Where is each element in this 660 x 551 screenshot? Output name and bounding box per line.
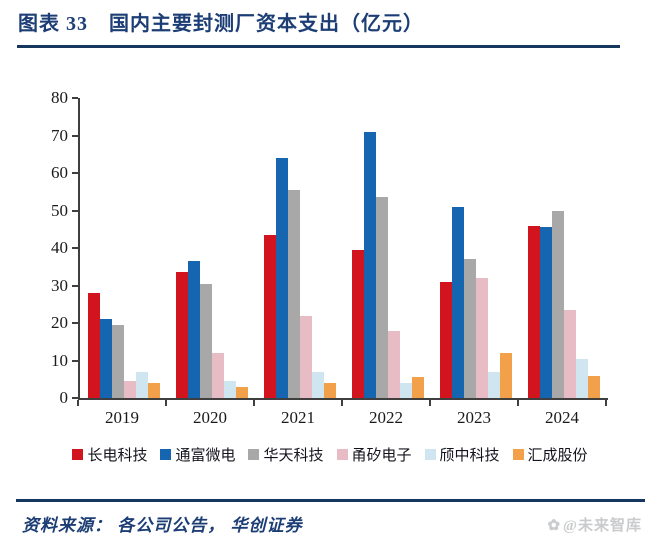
bar [500,353,512,398]
y-tick-label: 0 [59,388,69,407]
bar [464,259,476,398]
x-tick-label: 2023 [457,408,491,427]
legend-label: 甬矽电子 [351,448,412,464]
legend-item: 颀中科技 [424,444,500,465]
legend-swatch [424,449,436,460]
bar [288,189,300,398]
bar [148,383,160,398]
bar [264,234,276,398]
y-tick [72,97,78,99]
footer-divider [16,499,645,502]
bar [136,371,148,398]
legend-swatch [72,449,84,460]
legend-label: 颀中科技 [439,448,500,464]
legend-item: 汇成股份 [512,444,588,465]
bar [276,158,288,398]
bar [88,293,100,398]
y-tick [72,284,78,287]
bar [124,381,136,398]
bar [576,358,588,398]
legend-label: 长电科技 [87,448,148,464]
y-tick [72,172,78,174]
legend-swatch [512,449,524,460]
x-tick [517,400,519,406]
bar [476,278,488,398]
y-tick [72,247,78,249]
chart-legend: 长电科技 通富微电 华天科技 甬矽电子 颀中科技 汇成股份 [0,444,660,465]
y-tick [72,134,78,137]
bar [412,377,424,398]
bar [312,371,324,398]
bar [452,206,464,398]
bar [528,225,540,398]
title-divider [17,45,620,48]
flower-logo-icon: ✿ [547,518,562,534]
x-tick [429,400,431,406]
y-tick-label: 60 [51,163,68,182]
y-tick-label: 40 [51,238,68,257]
y-tick-label: 30 [51,275,68,295]
legend-swatch [248,449,260,460]
y-tick-label: 10 [51,350,68,370]
x-tick [77,400,79,406]
y-tick [72,322,78,324]
bar [376,197,388,398]
bar [200,283,212,398]
legend-item: 通富微电 [160,444,235,465]
bar [300,315,312,398]
bar [100,319,112,398]
y-tick-label: 70 [51,125,68,145]
legend-item: 华天科技 [248,444,324,465]
x-tick-label: 2020 [193,408,227,427]
x-tick-label: 2021 [281,408,315,427]
y-tick-label: 80 [51,88,68,107]
legend-label: 华天科技 [263,448,324,464]
bar [364,131,376,398]
bar [352,249,364,398]
legend-label: 汇成股份 [527,448,588,464]
legend-swatch [336,449,348,460]
y-tick-label: 20 [51,313,68,332]
legend-label: 通富微电 [175,448,236,464]
figure-title: 图表 33 国内主要封测厂资本支出（亿元） [18,13,424,35]
bar [488,371,500,398]
bar [552,210,564,398]
bar [588,375,600,398]
plot-area [78,98,608,400]
bar [440,281,452,398]
bar [224,381,236,398]
x-tick [165,400,167,406]
x-tick [341,400,343,406]
y-tick [72,359,78,362]
watermark-text: @未来智库 [563,518,642,534]
bar [112,324,124,398]
bar [212,353,224,398]
bar [564,309,576,398]
x-tick [253,400,255,406]
bar [388,330,400,398]
bar [400,383,412,398]
bar [188,261,200,398]
x-tick-label: 2019 [105,408,139,427]
legend-swatch [160,449,172,460]
x-tick-label: 2024 [545,408,579,427]
y-tick [72,209,78,212]
bar [540,227,552,398]
bar [324,383,336,398]
x-tick [605,400,607,406]
legend-item: 长电科技 [72,444,147,465]
x-tick-label: 2022 [369,408,403,427]
y-tick-label: 50 [51,200,68,220]
legend-item: 甬矽电子 [336,444,412,465]
watermark: ✿ @未来智库 [547,514,642,535]
bar [236,386,248,398]
y-tick [72,397,78,399]
source-note: 资料来源： 各公司公告， 华创证券 [22,516,303,535]
bar [176,272,188,398]
